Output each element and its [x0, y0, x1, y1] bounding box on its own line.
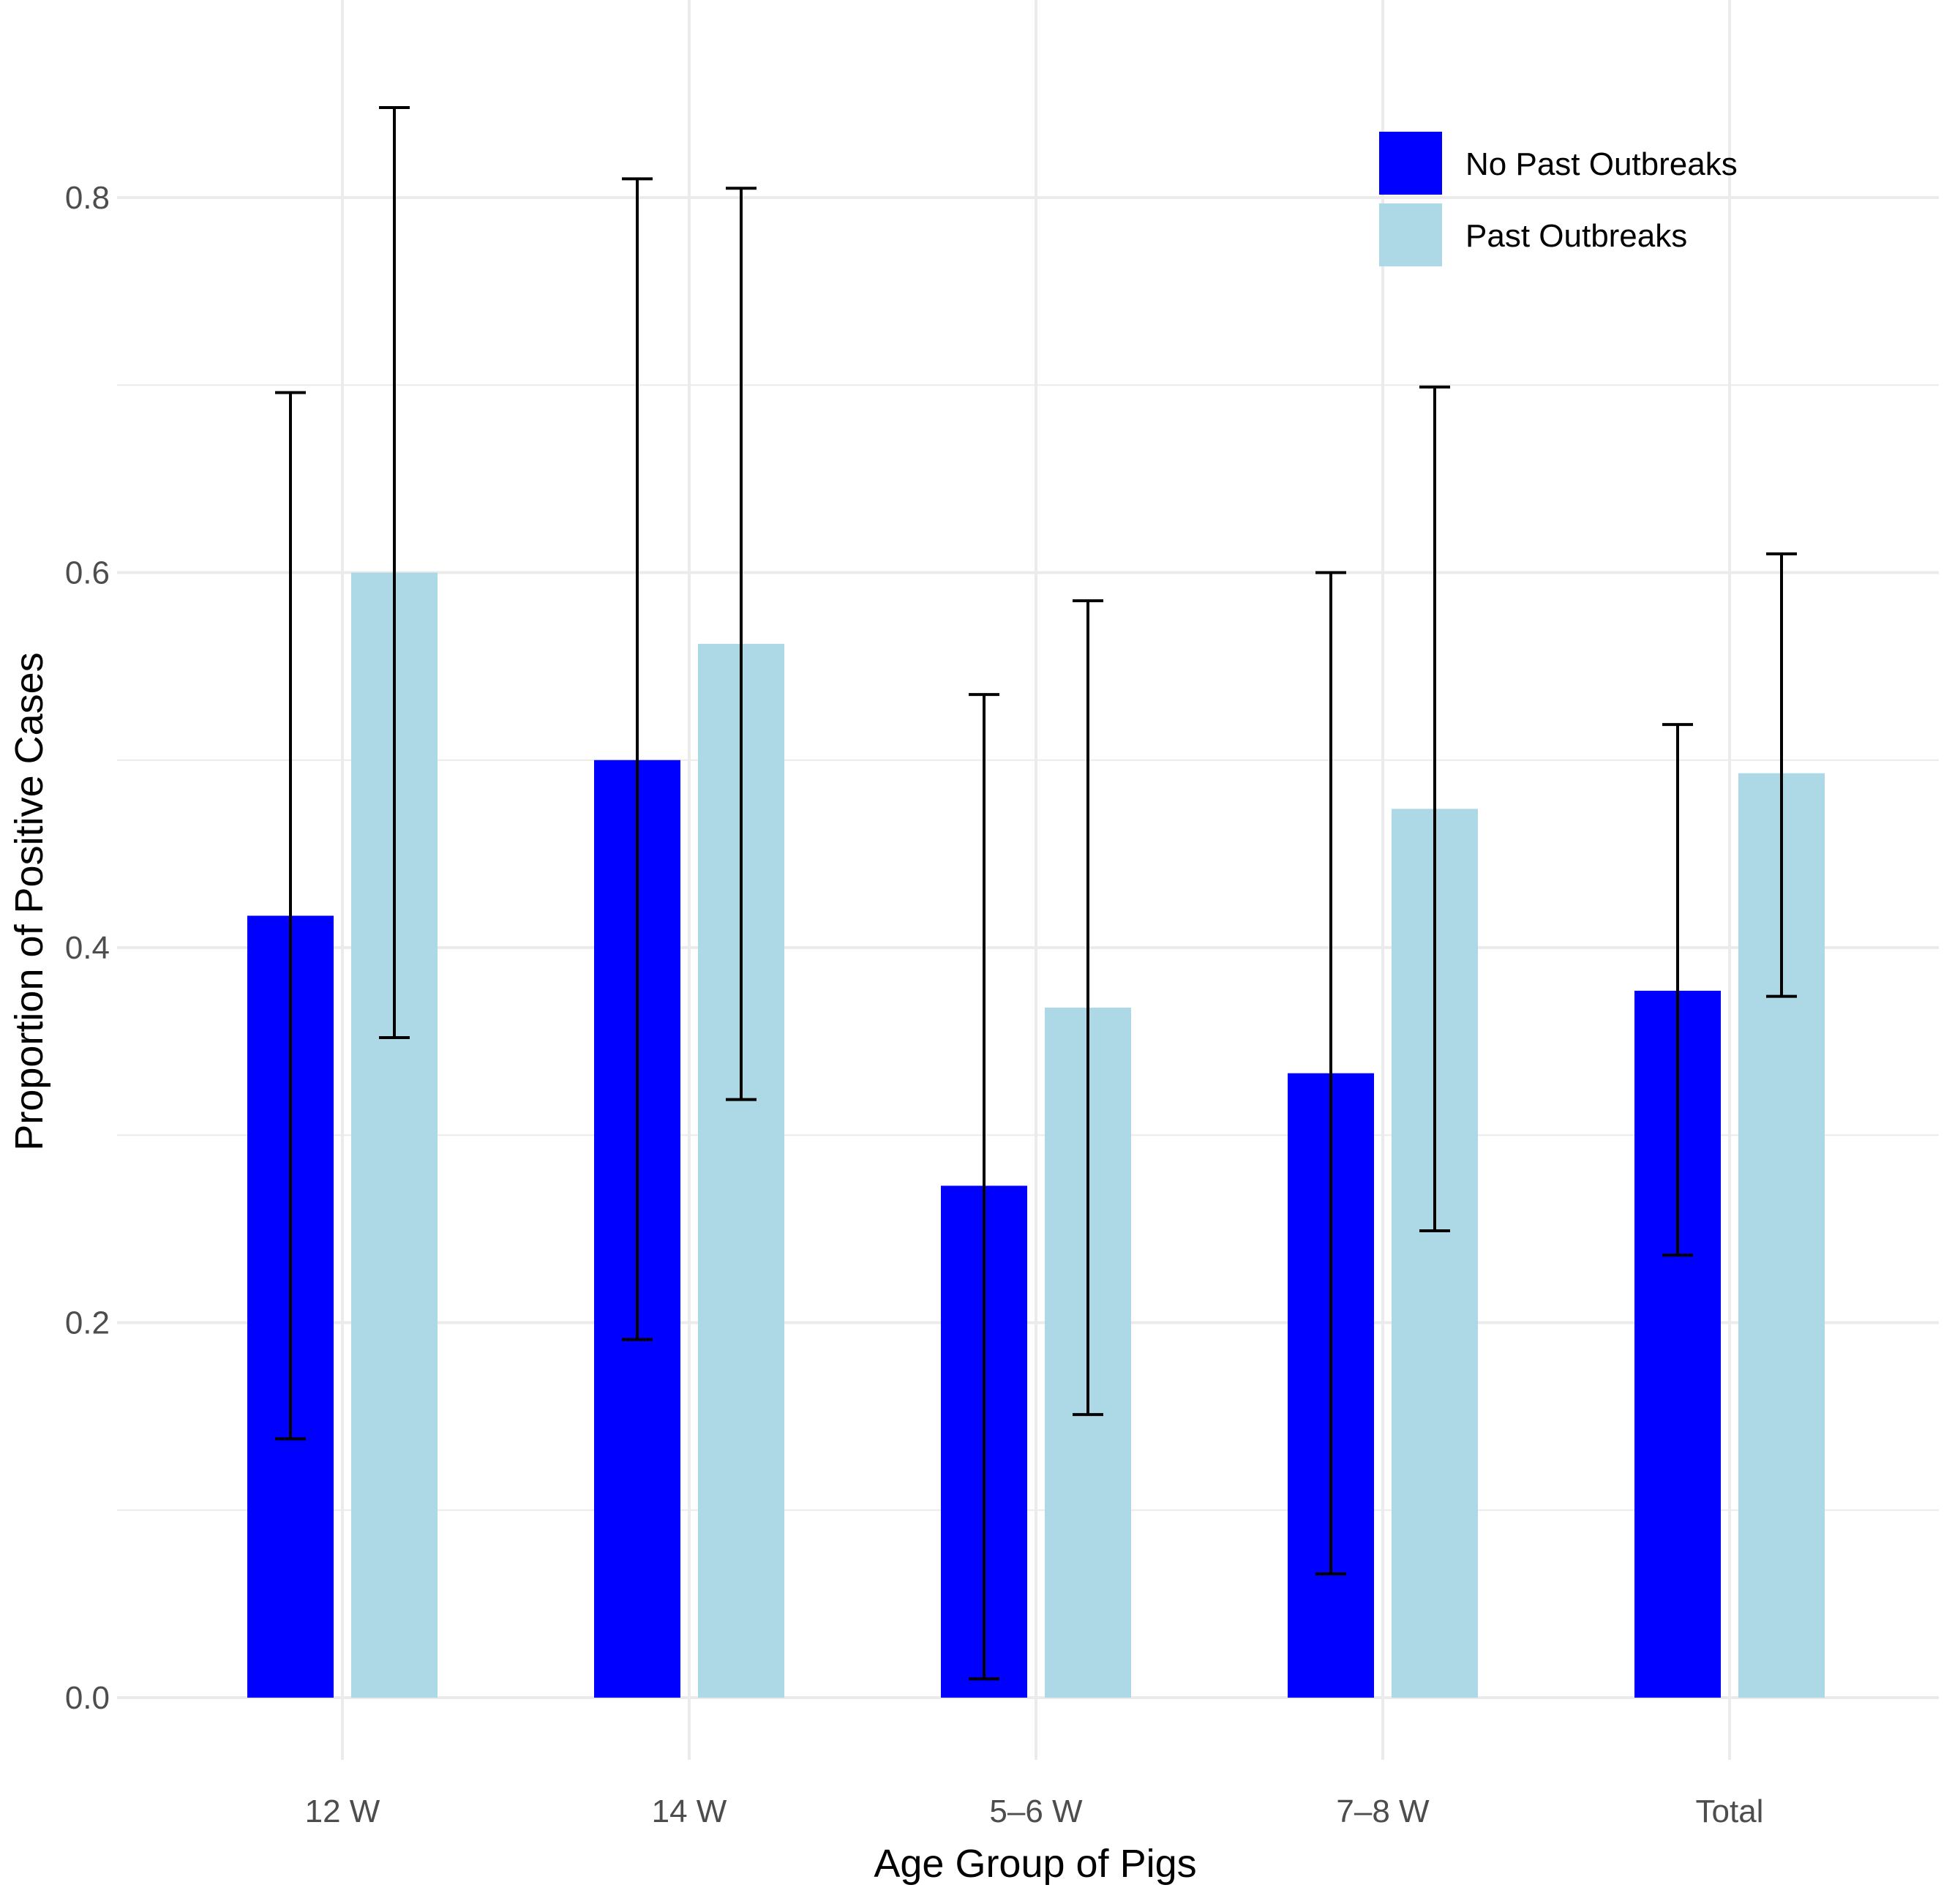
y-axis-title: Proportion of Positive Cases — [7, 652, 51, 1150]
x-tick-label: 12 W — [305, 1794, 380, 1829]
y-tick-label: 0.4 — [65, 930, 110, 966]
legend-key-no-past-outbreaks — [1379, 132, 1442, 195]
legend-label: Past Outbreaks — [1465, 218, 1687, 254]
x-tick-label: 7–8 W — [1336, 1794, 1430, 1829]
x-axis-title: Age Group of Pigs — [874, 1842, 1196, 1886]
y-tick-label: 0.0 — [65, 1680, 110, 1716]
x-tick-label: 14 W — [652, 1794, 727, 1829]
x-tick-label: 5–6 W — [989, 1794, 1083, 1829]
y-tick-label: 0.8 — [65, 180, 110, 216]
y-axis-ticks: 0.0 0.2 0.4 0.6 0.8 — [65, 180, 110, 1716]
legend: No Past Outbreaks Past Outbreaks — [1379, 132, 1738, 266]
x-tick-label: Total — [1696, 1794, 1764, 1829]
y-tick-label: 0.6 — [65, 555, 110, 591]
legend-key-past-outbreaks — [1379, 203, 1442, 266]
y-tick-label: 0.2 — [65, 1305, 110, 1341]
x-axis-ticks: 12 W 14 W 5–6 W 7–8 W Total — [305, 1794, 1764, 1829]
legend-label: No Past Outbreaks — [1465, 146, 1738, 182]
error-bars — [275, 106, 1797, 1681]
